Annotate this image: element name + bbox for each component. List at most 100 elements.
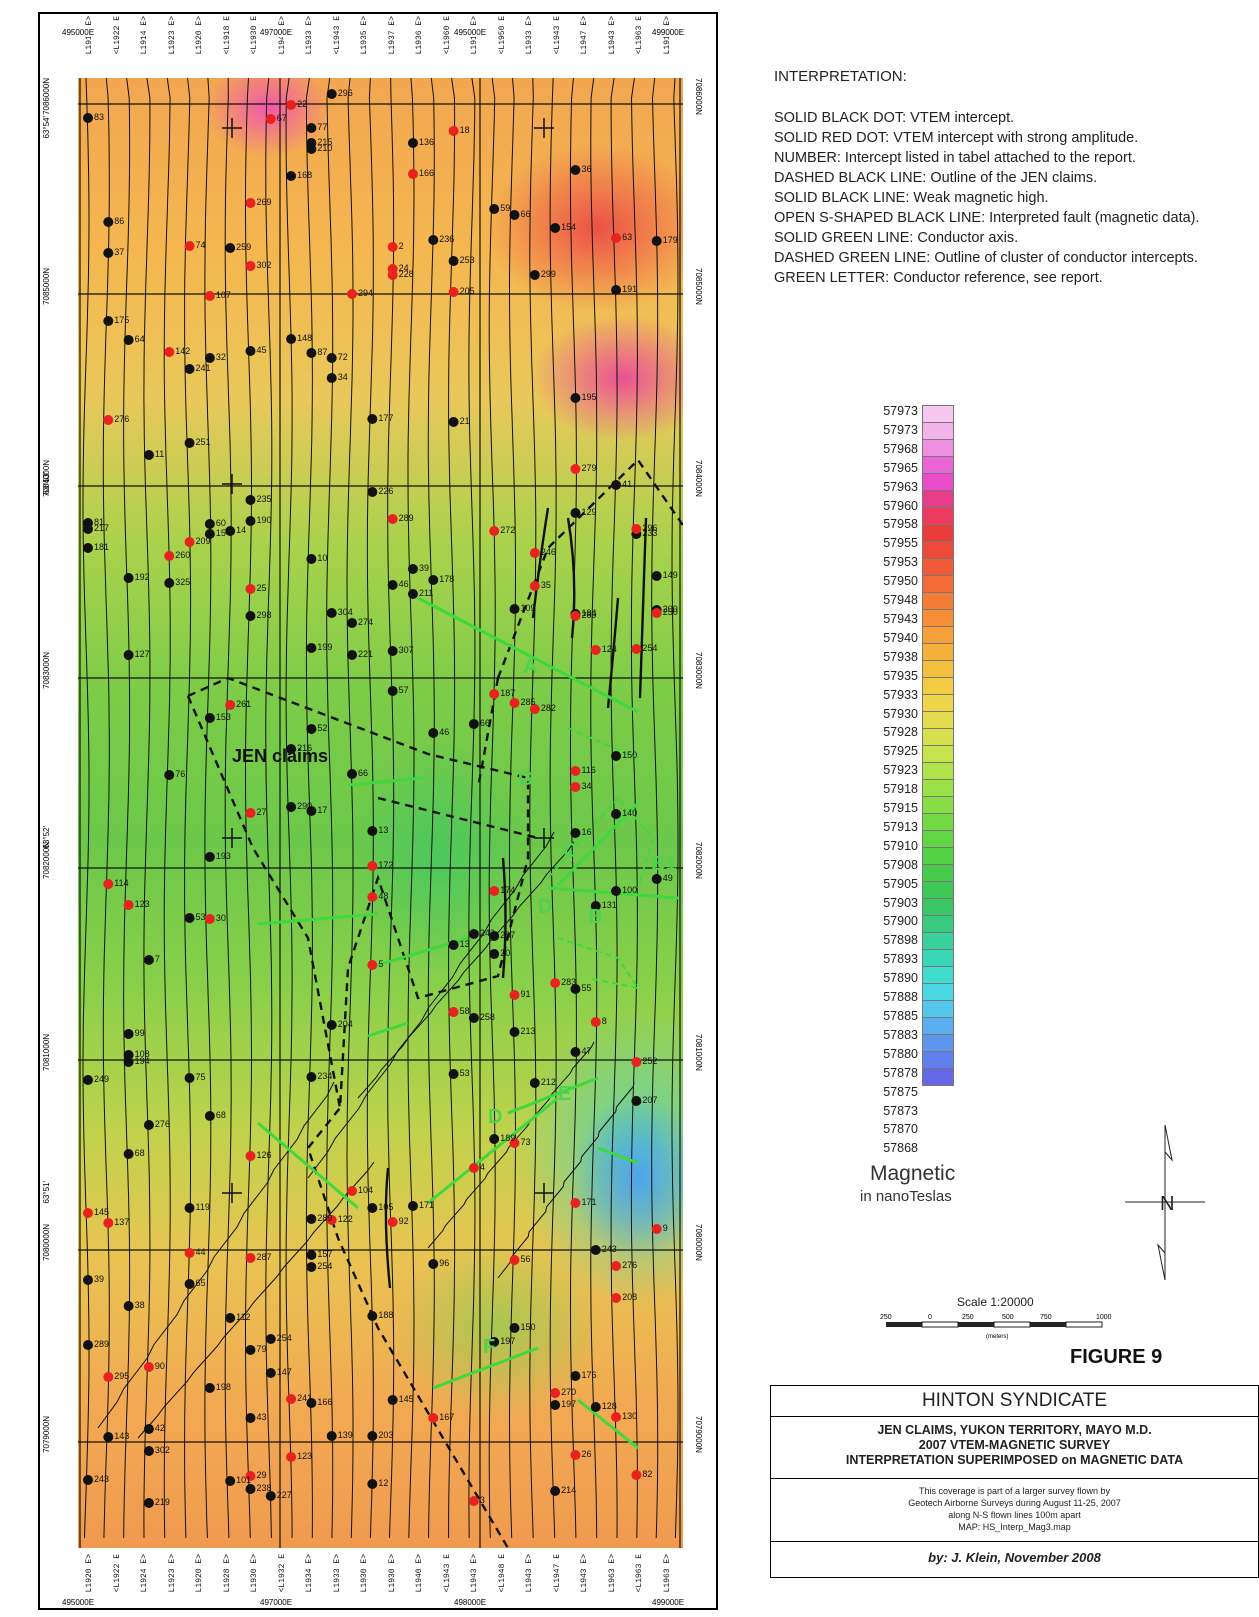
intercept-number: 295 [114, 1371, 130, 1381]
intercept-number: 64 [134, 334, 145, 344]
line-label: <L1943 E [552, 16, 562, 55]
northing-label: 7083000N [694, 652, 703, 689]
intercept-dot [245, 1484, 256, 1494]
scale-tick: 0 [928, 1314, 932, 1321]
intercept-number: 59 [500, 203, 511, 213]
intercept-number: 139 [337, 1430, 353, 1440]
strong-intercept-dot [448, 1007, 459, 1017]
colorbar-value: 57953 [883, 555, 918, 570]
northing-label: 7079000N [694, 1416, 703, 1453]
colorbar-value: 57873 [883, 1103, 918, 1118]
intercept-number: 228 [398, 269, 414, 279]
intercept-dot [347, 769, 358, 779]
colorbar-value: 57930 [883, 706, 918, 721]
northing-label: 7083000N [42, 652, 51, 689]
strong-intercept-dot [611, 233, 622, 243]
strong-intercept-dot [286, 1394, 297, 1404]
easting-label: 499000E [650, 1598, 687, 1607]
easting-label: 497000E [258, 28, 295, 37]
colorbar-value: 57973 [883, 422, 918, 437]
intercept-number: 9 [662, 1223, 668, 1233]
intercept-dot [529, 270, 540, 280]
intercept-dot [265, 1334, 276, 1344]
northing-label: 7080000N [694, 1224, 703, 1261]
intercept-number: 289 [398, 513, 414, 523]
intercept-number: 112 [236, 1312, 251, 1322]
line-label: L1937 E> [387, 16, 397, 55]
intercept-dot [245, 1413, 256, 1423]
magnetic-map: JEN claims A G C D B B1 D E F 128 127 191 290 21 42 87 2… [78, 78, 683, 1548]
intercept-number: 204 [337, 1019, 353, 1029]
crosshair-icon [534, 118, 554, 138]
colorbar-value: 57870 [883, 1122, 918, 1137]
line-label: L1914 E> [140, 16, 149, 55]
scale-tick: 250 [962, 1314, 974, 1321]
easting-label: 497000E [258, 1598, 295, 1607]
intercept-dot [326, 353, 337, 363]
flight-line [549, 78, 557, 1539]
line-label: <L1922 E [112, 1554, 122, 1593]
intercept-number: 302 [154, 1445, 170, 1455]
strong-intercept-dot [245, 808, 256, 818]
line-label: <L1947 E [552, 1554, 562, 1593]
easting-label: 495000E [452, 28, 489, 37]
legend-list: SOLID BLACK DOT: VTEM intercept. SOLID R… [774, 108, 1244, 288]
intercept-number: 166 [317, 1397, 333, 1407]
intercept-dot [245, 346, 256, 356]
fault-line [427, 1041, 595, 1249]
intercept-dot [225, 1476, 236, 1486]
line-label: L1943 E> [580, 1554, 589, 1593]
bottom-line-labels: L1920 E> <L1922 E L1924 E> L1923 E> L1920 E>… [78, 1552, 683, 1608]
colorbar-cell [922, 762, 954, 780]
intercept-number: 249 [94, 1074, 110, 1084]
intercept-dot [367, 1431, 378, 1441]
intercept-number: 304 [337, 607, 353, 617]
intercept-number: 90 [154, 1361, 165, 1371]
colorbar-value: 57878 [883, 1065, 918, 1080]
strong-intercept-dot [428, 1413, 439, 1423]
colorbar-cell [922, 643, 954, 661]
strong-intercept-dot [225, 700, 236, 710]
strong-intercept-dot [387, 242, 398, 252]
colorbar-value: 57905 [883, 876, 918, 891]
colorbar-cell [922, 915, 954, 933]
intercept-number: 269 [256, 197, 272, 207]
intercept-number: 46 [398, 579, 409, 589]
flight-line [346, 78, 354, 1539]
intercept-number: 191 [622, 284, 638, 294]
line-label: <L1943 E [442, 1554, 452, 1593]
intercept-dot [489, 949, 500, 959]
conductor-axis [427, 1096, 559, 1205]
colorbar-value: 57913 [883, 819, 918, 834]
flight-line [427, 78, 435, 1539]
north-arrow-icon: N [1125, 1124, 1205, 1281]
scale-title: Scale 1:20000 [957, 1295, 1034, 1309]
flight-line [508, 78, 517, 1539]
intercept-dot [306, 138, 317, 148]
intercept-number: 122 [337, 1214, 353, 1224]
colorbar-cell [922, 1051, 954, 1069]
intercept-number: 145 [398, 1394, 414, 1404]
colorbar-value: 57868 [883, 1141, 918, 1156]
colorbar-cell [922, 745, 954, 763]
colorbar-value: 57935 [883, 668, 918, 683]
strong-intercept-dot [83, 1208, 93, 1218]
legend-item: SOLID BLACK DOT: VTEM intercept. [774, 110, 1015, 126]
intercept-number: 10 [317, 553, 328, 563]
strong-intercept-dot [509, 698, 520, 708]
intercept-number: 29 [256, 1470, 267, 1480]
strong-intercept-dot [164, 551, 175, 561]
intercept-dot [367, 1203, 378, 1213]
conductor-cluster-outline [567, 727, 639, 759]
intercept-number: 13 [459, 939, 470, 949]
magnetic-high-line [566, 517, 576, 639]
intercept-dot [245, 611, 256, 621]
line-label: L1924 E> [140, 1554, 149, 1593]
intercept-dot [387, 1395, 398, 1405]
intercept-dot [407, 1201, 418, 1211]
flight-line [671, 78, 679, 1539]
strong-intercept-dot [448, 287, 459, 297]
strong-intercept-dot [387, 514, 398, 524]
intercept-dot [468, 719, 479, 729]
strong-intercept-dot [631, 1470, 642, 1480]
